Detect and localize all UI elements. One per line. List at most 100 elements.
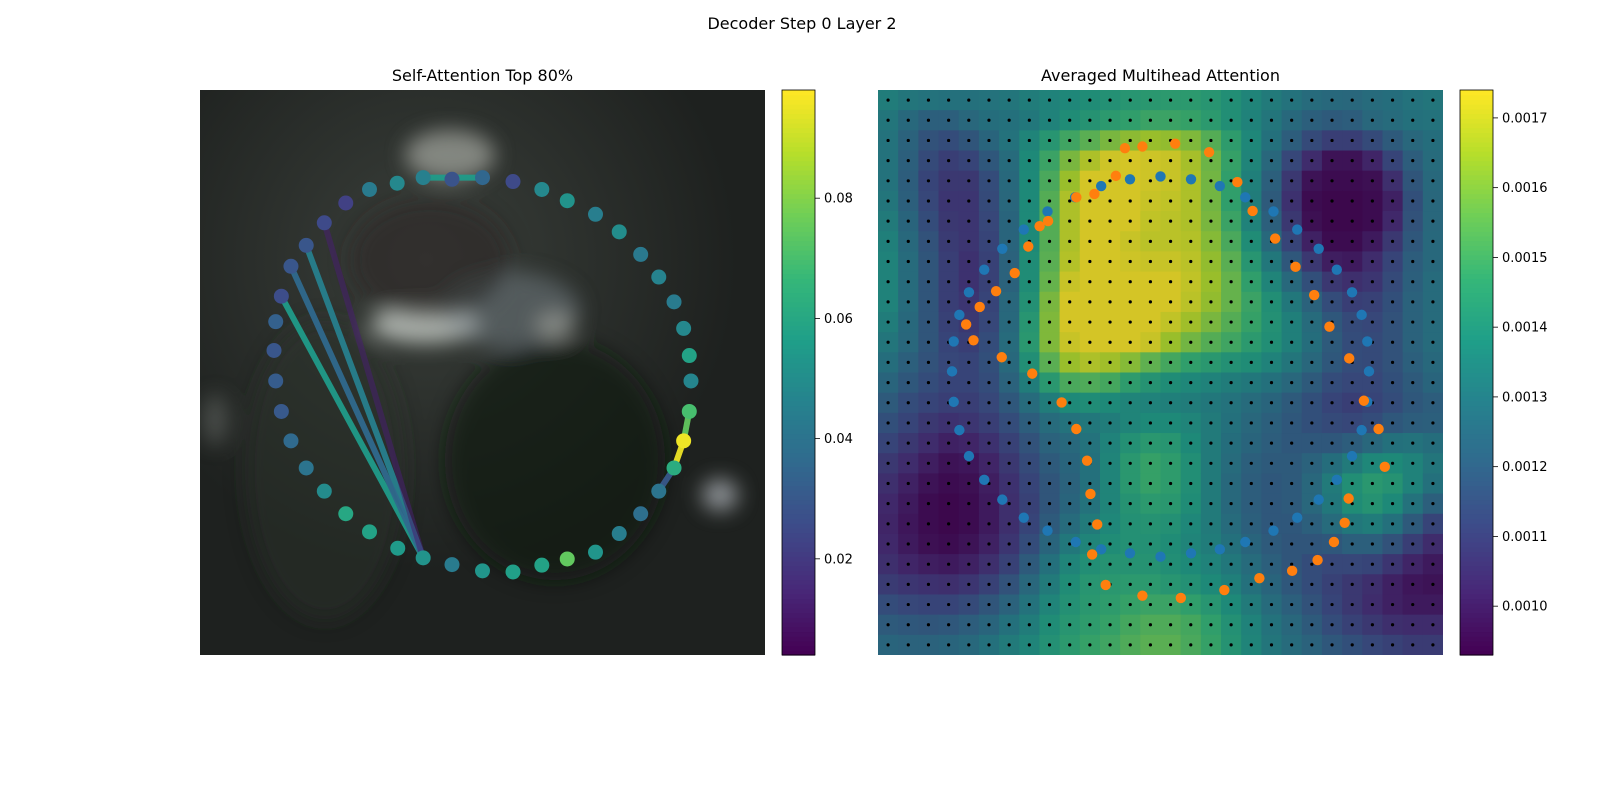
grid-dot xyxy=(987,138,991,143)
colorbar-segment xyxy=(1460,622,1493,628)
grid-dot xyxy=(1168,259,1173,264)
inner-ring-point xyxy=(1346,450,1358,462)
colorbar-segment xyxy=(1460,607,1493,614)
grid-dot xyxy=(1047,502,1052,506)
grid-dot xyxy=(926,340,931,344)
grid-dot xyxy=(1431,159,1435,163)
query-point xyxy=(588,206,603,222)
grid-dot xyxy=(1350,219,1354,223)
grid-dot xyxy=(1249,582,1253,586)
grid-dot xyxy=(1229,259,1233,264)
grid-dot xyxy=(1431,542,1435,546)
grid-dot xyxy=(1189,380,1193,385)
grid-dot xyxy=(1310,360,1314,365)
grid-dot xyxy=(1088,360,1092,365)
colorbar-segment xyxy=(782,184,815,190)
grid-dot xyxy=(1390,138,1395,143)
grid-dot xyxy=(1088,562,1092,566)
inner-ring-point xyxy=(1240,536,1251,548)
colorbar-segment xyxy=(782,198,815,204)
grid-dot xyxy=(1128,280,1132,284)
grid-dot xyxy=(1269,542,1274,546)
grid-dot xyxy=(1390,441,1395,445)
grid-dot xyxy=(886,522,890,526)
colorbar-segment xyxy=(1460,165,1493,171)
grid-dot xyxy=(1370,562,1374,566)
grid-dot xyxy=(1310,441,1314,445)
grid-dot xyxy=(1108,280,1112,284)
grid-dot xyxy=(1128,481,1132,486)
grid-dot xyxy=(947,421,951,425)
colorbar-segment xyxy=(1460,118,1493,124)
colorbar-segment xyxy=(782,330,815,336)
colorbar-segment xyxy=(1460,316,1493,322)
colorbar-segment xyxy=(782,141,815,148)
grid-dot xyxy=(1390,421,1395,425)
colorbar-tick-label: 0.0012 xyxy=(1502,460,1548,475)
colorbar-segment xyxy=(782,367,815,374)
grid-dot xyxy=(926,280,931,284)
colorbar-segment xyxy=(1460,207,1493,214)
query-point xyxy=(683,373,699,389)
colorbar-segment xyxy=(782,165,815,171)
grid-dot xyxy=(1350,602,1354,607)
colorbar-segment xyxy=(1460,240,1493,246)
grid-dot xyxy=(1310,259,1314,264)
grid-dot xyxy=(1229,421,1233,425)
colorbar-segment xyxy=(1460,113,1493,119)
colorbar-segment xyxy=(782,593,815,600)
inner-ring-point xyxy=(1042,525,1053,536)
grid-dot xyxy=(1027,602,1031,607)
grid-dot xyxy=(1390,118,1395,122)
colorbar-segment xyxy=(782,264,815,270)
colorbar-segment xyxy=(1460,414,1493,421)
grid-dot xyxy=(906,481,910,486)
grid-dot xyxy=(1350,380,1354,385)
grid-dot xyxy=(886,421,890,425)
grid-dot xyxy=(1431,300,1435,304)
grid-dot xyxy=(1350,179,1354,183)
grid-dot xyxy=(1209,542,1213,546)
grid-dot xyxy=(1108,380,1112,385)
grid-dot xyxy=(1108,98,1112,102)
grid-dot xyxy=(1027,562,1031,566)
grid-dot xyxy=(1229,643,1233,647)
colorbar-segment xyxy=(782,400,815,407)
grid-dot xyxy=(1189,401,1193,405)
grid-dot xyxy=(1209,138,1213,143)
grid-dot xyxy=(1249,401,1253,405)
grid-dot xyxy=(926,199,931,203)
grid-dot xyxy=(1330,340,1334,344)
grid-dot xyxy=(1290,98,1294,102)
query-point xyxy=(283,258,299,274)
grid-dot xyxy=(1431,259,1435,264)
grid-dot xyxy=(1007,179,1011,183)
colorbar-segment xyxy=(1460,631,1493,637)
attention-edge xyxy=(303,244,426,559)
grid-dot xyxy=(1209,159,1213,163)
query-point xyxy=(268,314,284,330)
grid-dot xyxy=(1290,643,1294,647)
grid-dot xyxy=(1007,280,1011,284)
grid-dot xyxy=(1370,602,1374,607)
grid-dot xyxy=(926,522,931,526)
colorbar-segment xyxy=(782,348,815,355)
grid-dot xyxy=(1390,643,1395,647)
grid-dot xyxy=(1411,320,1415,324)
grid-dot xyxy=(1168,401,1173,405)
grid-dot xyxy=(1249,179,1253,183)
outer-ring-point xyxy=(1034,220,1045,232)
grid-dot xyxy=(1249,219,1253,223)
grid-dot xyxy=(1108,300,1112,304)
colorbar-segment xyxy=(1460,396,1493,402)
colorbar-segment xyxy=(1460,466,1493,472)
grid-dot xyxy=(1209,502,1213,506)
colorbar-segment xyxy=(1460,400,1493,407)
colorbar-segment xyxy=(1460,348,1493,355)
colorbar-segment xyxy=(782,480,815,487)
colorbar-tick-label: 0.0017 xyxy=(1502,111,1548,126)
colorbar-segment xyxy=(782,410,815,416)
outer-ring-point xyxy=(1071,423,1082,435)
grid-dot xyxy=(1027,360,1031,365)
outer-ring-point xyxy=(1169,138,1181,149)
